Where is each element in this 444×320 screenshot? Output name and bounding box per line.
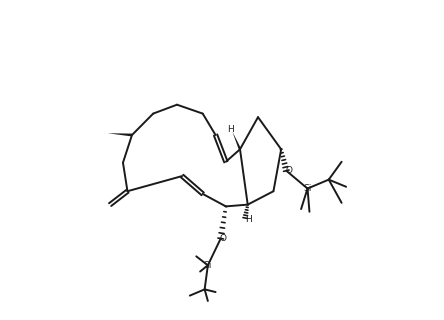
Text: Si: Si [303, 184, 312, 193]
Polygon shape [107, 133, 132, 136]
Text: H: H [227, 125, 234, 134]
Polygon shape [232, 132, 241, 150]
Text: H: H [245, 215, 252, 224]
Text: O: O [285, 166, 292, 175]
Text: O: O [220, 234, 227, 243]
Text: Si: Si [204, 261, 212, 270]
